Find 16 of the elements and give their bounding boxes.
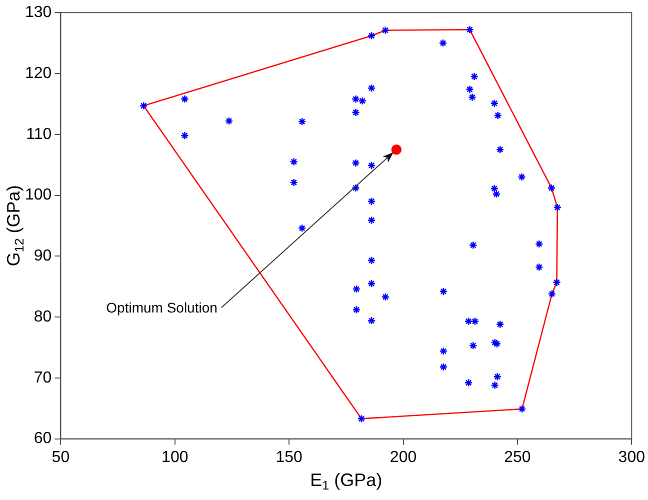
y-tick-label: 70 (34, 369, 52, 386)
x-tick-label: 150 (276, 448, 303, 466)
x-tick-label: 200 (390, 448, 417, 466)
y-axis-title: G12 (GPa) (4, 185, 27, 266)
y-tick-label: 110 (26, 126, 52, 143)
x-tick-label: 50 (52, 448, 70, 466)
y-tick-label: 120 (24, 64, 52, 82)
y-tick-label: 60 (34, 430, 52, 448)
y-tick-label: 100 (24, 186, 52, 204)
y-tick-label: 80 (34, 308, 52, 326)
annotation: Optimum Solution (106, 299, 218, 316)
y-tick-label: 130 (24, 4, 52, 22)
x-tick-label: 300 (618, 448, 646, 466)
x-tick-label: 250 (504, 448, 531, 466)
y-tick-label: 90 (34, 248, 52, 265)
x-tick-label: 100 (162, 448, 188, 466)
